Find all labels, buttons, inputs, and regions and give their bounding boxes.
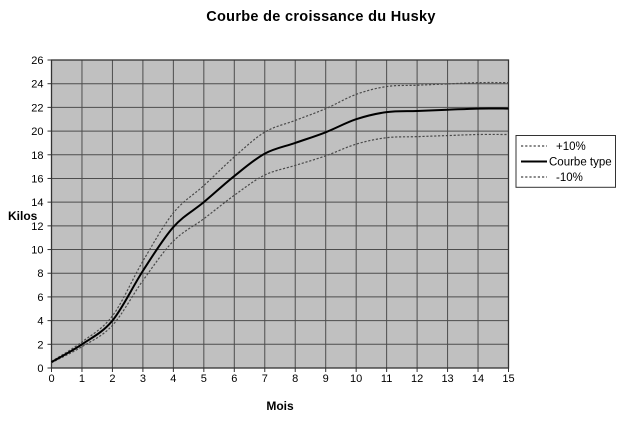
svg-text:9: 9 — [323, 373, 329, 385]
svg-text:Kilos: Kilos — [8, 209, 38, 223]
svg-text:Mois: Mois — [266, 399, 294, 413]
svg-text:2: 2 — [37, 339, 43, 351]
svg-text:11: 11 — [381, 373, 392, 385]
svg-text:4: 4 — [170, 373, 176, 385]
svg-text:15: 15 — [502, 373, 514, 385]
svg-text:0: 0 — [37, 363, 43, 375]
svg-text:13: 13 — [441, 373, 453, 385]
svg-text:3: 3 — [140, 373, 146, 385]
svg-text:2: 2 — [109, 373, 115, 385]
svg-text:16: 16 — [31, 173, 43, 185]
svg-text:18: 18 — [31, 150, 43, 162]
svg-text:10: 10 — [350, 373, 362, 385]
svg-text:0: 0 — [48, 373, 54, 385]
svg-text:8: 8 — [37, 268, 43, 280]
svg-text:14: 14 — [31, 197, 43, 209]
svg-text:4: 4 — [37, 316, 43, 328]
svg-text:Courbe type: Courbe type — [549, 157, 612, 169]
svg-text:22: 22 — [31, 102, 43, 114]
svg-text:26: 26 — [31, 55, 43, 67]
svg-text:-10%: -10% — [556, 172, 583, 184]
svg-text:5: 5 — [201, 373, 207, 385]
svg-text:24: 24 — [31, 79, 43, 91]
svg-text:7: 7 — [262, 373, 268, 385]
svg-text:8: 8 — [292, 373, 298, 385]
svg-text:14: 14 — [472, 373, 484, 385]
svg-text:6: 6 — [37, 292, 43, 304]
svg-text:20: 20 — [31, 126, 43, 138]
svg-text:12: 12 — [411, 373, 423, 385]
svg-text:6: 6 — [231, 373, 237, 385]
svg-text:1: 1 — [79, 373, 85, 385]
svg-text:+10%: +10% — [556, 141, 586, 153]
svg-text:10: 10 — [31, 245, 43, 257]
